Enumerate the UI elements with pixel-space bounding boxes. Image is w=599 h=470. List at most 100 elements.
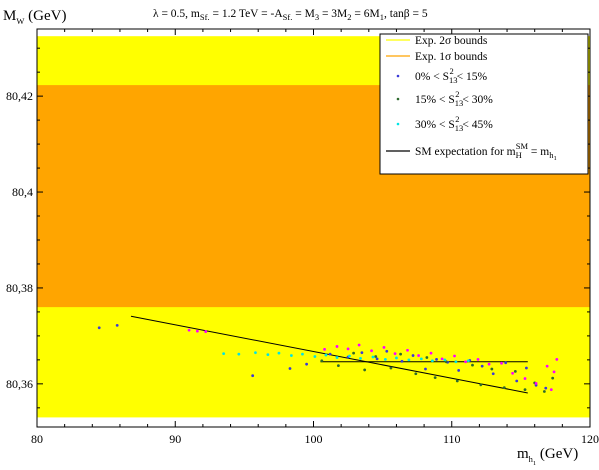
scatter-point [288, 367, 292, 370]
scatter-point [511, 371, 514, 375]
scatter-point [251, 374, 255, 378]
scatter-point [515, 379, 519, 383]
title-part: , tanβ = 5 [384, 8, 428, 20]
title-sub: Sf. [283, 12, 293, 22]
scatter-point [430, 359, 434, 363]
legend-sub: H [516, 150, 522, 160]
legend-sup: 2 [449, 66, 453, 76]
scatter-point [555, 357, 559, 361]
x-axis-title: mh1 (GeV) [517, 446, 578, 467]
y-tick-label: 80,42 [6, 89, 33, 103]
scatter-point [487, 362, 491, 366]
scatter-point [457, 369, 461, 372]
scatter-point [254, 351, 257, 355]
legend-part: < 45% [459, 119, 493, 131]
scatter-point [534, 383, 538, 387]
legend-sub: 13 [449, 75, 458, 85]
scatter-point [490, 367, 494, 371]
scatter-point [523, 388, 527, 391]
x-tick-label: 110 [443, 432, 461, 446]
scatter-point [289, 354, 293, 357]
title-part: λ = 0.5, m [153, 8, 200, 20]
legend-part: = m [528, 146, 549, 158]
scatter-point [382, 346, 386, 349]
y-tick-label: 80,36 [6, 377, 33, 391]
legend-part: < 30% [459, 94, 493, 106]
scatter-point [357, 343, 361, 347]
scatter-point [491, 372, 495, 376]
scatter-point [417, 354, 420, 357]
scatter-point [352, 351, 355, 355]
title-part: = M [292, 8, 314, 20]
chart-title: λ = 0.5, mSf. = 1.2 TeV = -ASf. = M3 = 3… [153, 8, 428, 22]
legend-sup: 2 [455, 89, 459, 99]
scatter-point [305, 362, 308, 366]
scatter-point [277, 351, 281, 355]
scatter-point [222, 352, 226, 356]
scatter-point [360, 351, 364, 355]
scatter-point [323, 347, 326, 351]
scatter-point [425, 356, 429, 359]
scatter-point [407, 358, 411, 362]
scatter-point [544, 386, 548, 390]
scatter-point [204, 330, 208, 333]
scatter-point [399, 352, 402, 356]
ylabel-unit: (GeV) [24, 8, 66, 24]
scatter-point [551, 376, 555, 380]
scatter-point [534, 381, 538, 385]
scatter-point [471, 363, 474, 367]
legend-label: Exp. 2σ bounds [415, 35, 488, 47]
scatter-point [335, 356, 339, 359]
scatter-point [335, 345, 339, 348]
points-layer [97, 323, 559, 393]
legend-part: SM expectation for m [415, 146, 516, 158]
legend-box [379, 33, 589, 175]
scatter-point [320, 359, 324, 363]
plot-area: 80 90 100 110 120 80,36 80,38 80,4 80,42 [6, 28, 599, 446]
scatter-point [370, 349, 373, 353]
scatter-point [500, 361, 503, 365]
scatter-point [237, 352, 241, 356]
legend-subsub: 1 [553, 155, 556, 162]
scatter-point [476, 357, 480, 361]
legend-label: 15% < S132 < 30% [415, 89, 493, 108]
scatter-point [346, 347, 350, 351]
legend-swatch [396, 74, 400, 78]
legend-part: < 15% [454, 71, 488, 83]
scatter-point [328, 352, 332, 356]
scatter-point [383, 357, 387, 361]
scatter-point [406, 348, 409, 352]
scatter-point [435, 357, 438, 361]
scatter-point [464, 360, 467, 364]
scatter-point [393, 352, 397, 356]
scatter-point [480, 364, 484, 368]
xlabel-unit: (GeV) [536, 446, 578, 462]
title-part: = 6M [352, 8, 380, 20]
scatter-point [454, 360, 458, 364]
scatter-point [455, 379, 459, 383]
legend-label: 30% < S132 < 45% [415, 114, 493, 133]
title-sub: 1 [380, 12, 384, 22]
legend-sup: SM [516, 141, 529, 151]
scatter-point [359, 357, 362, 360]
scatter-point [552, 370, 556, 374]
scatter-point [336, 364, 340, 368]
legend-sup: 2 [455, 114, 459, 124]
scatter-point [348, 354, 351, 358]
scatter-point [545, 364, 549, 368]
scatter-point [266, 353, 270, 356]
x-tick-label: 90 [169, 432, 181, 446]
scatter-point [504, 361, 508, 365]
scatter-point [542, 390, 546, 393]
scatter-point [466, 359, 470, 363]
legend-part: 0% < S [415, 71, 449, 83]
xlabel-subsub: 1 [533, 460, 536, 467]
legend-sub: 13 [455, 123, 464, 133]
xlabel-main: m [517, 446, 529, 462]
scatter-point [363, 368, 367, 372]
y-tick-label: 80,38 [6, 281, 33, 295]
scatter-point [187, 328, 191, 332]
scatter-point [97, 326, 101, 330]
scatter-point [374, 355, 378, 358]
